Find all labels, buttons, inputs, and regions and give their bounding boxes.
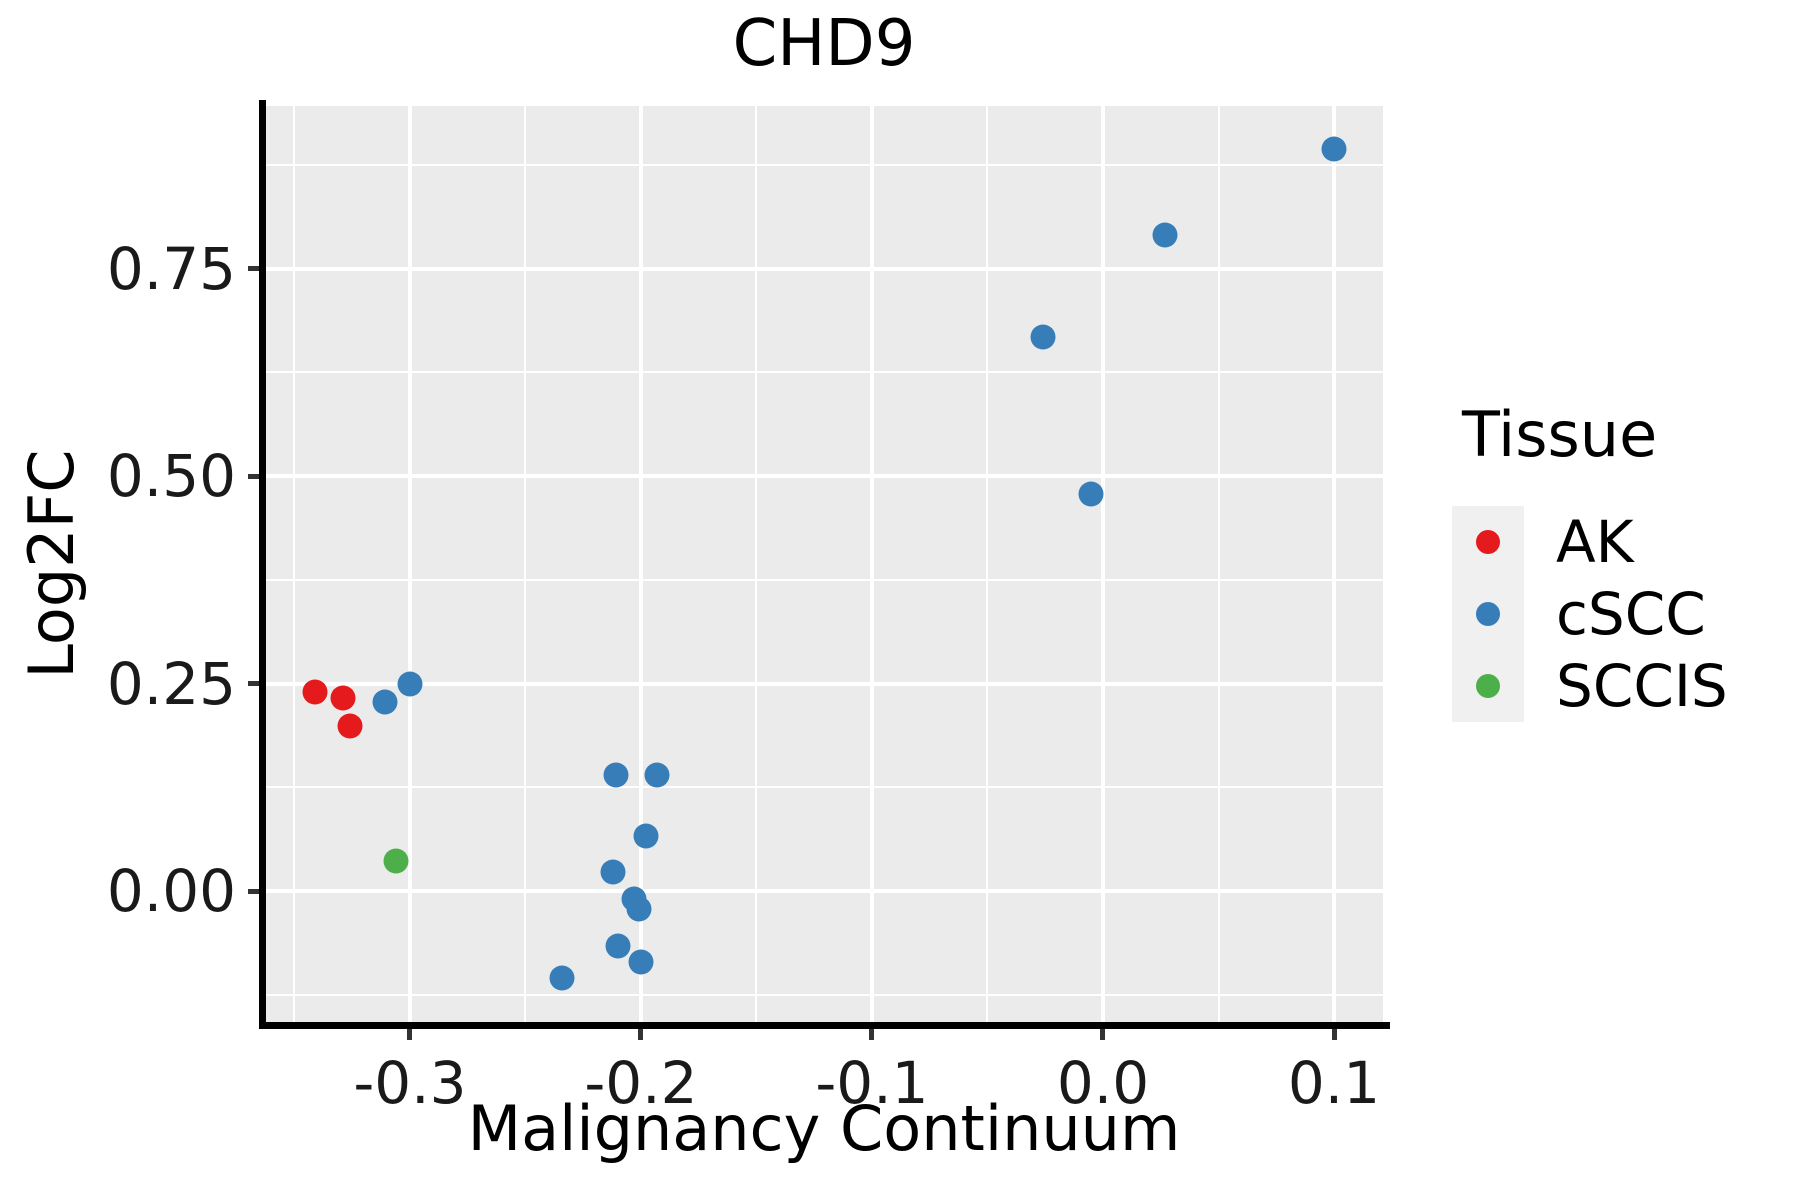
gridline-major-x [1100,106,1105,1022]
legend-label: SCCIS [1556,652,1728,720]
gridline-major-y [266,474,1383,479]
x-tick-label: -0.1 [815,1049,929,1117]
y-axis-line [259,100,266,1029]
gridline-minor-y [266,578,1383,581]
data-point-cscc [605,933,631,959]
data-point-cscc [549,965,575,991]
x-tick-mark [638,1029,644,1040]
legend-swatch-cscc-icon [1476,602,1500,626]
legend-swatch-sccis-icon [1476,674,1500,698]
gridline-minor-y [266,163,1383,166]
gridline-minor-x [755,106,758,1022]
x-tick-mark [407,1029,413,1040]
data-point-cscc [1321,136,1347,162]
y-tick-mark [248,888,259,894]
y-tick-mark [248,266,259,272]
data-point-ak [337,713,363,739]
gridline-major-y [266,889,1383,894]
gridline-minor-x [293,106,296,1022]
data-point-cscc [626,896,652,922]
gridline-minor-y [266,993,1383,996]
x-tick-mark [869,1029,875,1040]
data-point-ak [330,685,356,711]
gridline-minor-y [266,786,1383,789]
data-point-cscc [1152,222,1178,248]
x-axis-line [259,1022,1390,1029]
gridline-minor-y [266,371,1383,374]
data-point-cscc [397,671,423,697]
x-tick-label: -0.3 [353,1049,467,1117]
gridline-major-y [266,681,1383,686]
gridline-major-y [266,266,1383,271]
y-tick-label: 0.50 [106,442,236,511]
x-tick-mark [1331,1029,1337,1040]
gridline-major-x [407,106,412,1022]
plot-panel [266,106,1383,1022]
data-point-cscc [372,689,397,715]
x-tick-mark [1100,1029,1106,1040]
gridline-major-x [1332,106,1337,1022]
chart-title: CHD9 [732,7,916,81]
y-tick-mark [248,681,259,687]
data-point-cscc [644,762,670,788]
x-tick-label: -0.2 [584,1049,698,1117]
x-tick-label: 0.1 [1287,1049,1381,1117]
y-tick-mark [248,473,259,479]
y-tick-label: 0.25 [106,649,236,718]
x-axis-title: Malignancy Continuum [467,1092,1181,1165]
gridline-major-x [638,106,643,1022]
legend-label: cSCC [1556,580,1706,648]
gridline-major-x [869,106,874,1022]
data-point-ak [302,679,328,705]
data-point-cscc [600,859,626,885]
y-tick-label: 0.00 [106,857,236,926]
data-point-cscc [603,762,629,788]
legend-swatch-ak-icon [1476,530,1500,554]
gridline-minor-x [986,106,989,1022]
y-tick-label: 0.75 [106,234,236,303]
gridline-minor-x [1217,106,1220,1022]
data-point-cscc [1030,324,1056,350]
data-point-cscc [1078,481,1104,507]
gridline-minor-x [524,106,527,1022]
x-tick-label: 0.0 [1056,1049,1150,1117]
data-point-cscc [633,823,659,849]
legend-title: Tissue [1462,398,1658,471]
data-point-cscc [628,949,654,975]
data-point-sccis [383,848,409,874]
legend-label: AK [1556,508,1634,576]
